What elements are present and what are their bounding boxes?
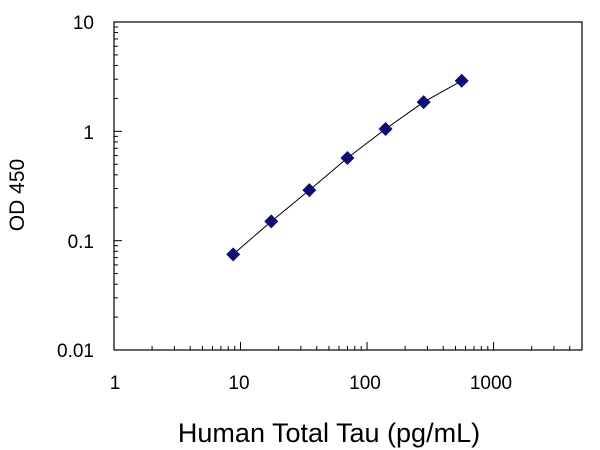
data-point [340, 151, 355, 166]
data-point [454, 73, 469, 88]
data-point [302, 183, 317, 198]
x-tick-labels: 1 10 100 1000 [110, 373, 512, 394]
x-tick-label: 1000 [470, 373, 512, 394]
y-minor-ticks [114, 26, 122, 351]
y-tick-labels: 10 1 0.1 0.01 [57, 13, 94, 362]
y-tick-label: 0.01 [57, 341, 94, 362]
y-tick-label: 10 [73, 13, 94, 34]
x-minor-ticks [113, 342, 583, 350]
y-axis-title: OD 450 [6, 159, 29, 231]
y-tick-label: 0.1 [68, 232, 94, 253]
x-tick-label: 10 [228, 373, 249, 394]
plot-area [113, 21, 583, 351]
x-tick-label: 100 [349, 373, 381, 394]
y-tick-label: 1 [83, 123, 94, 144]
data-point [416, 95, 431, 110]
data-point [378, 122, 393, 137]
data-point [226, 247, 241, 262]
x-axis-title: Human Total Tau (pg/mL) [178, 418, 480, 448]
data-point [264, 214, 279, 229]
data-markers [226, 73, 469, 262]
x-tick-label: 1 [110, 373, 121, 394]
